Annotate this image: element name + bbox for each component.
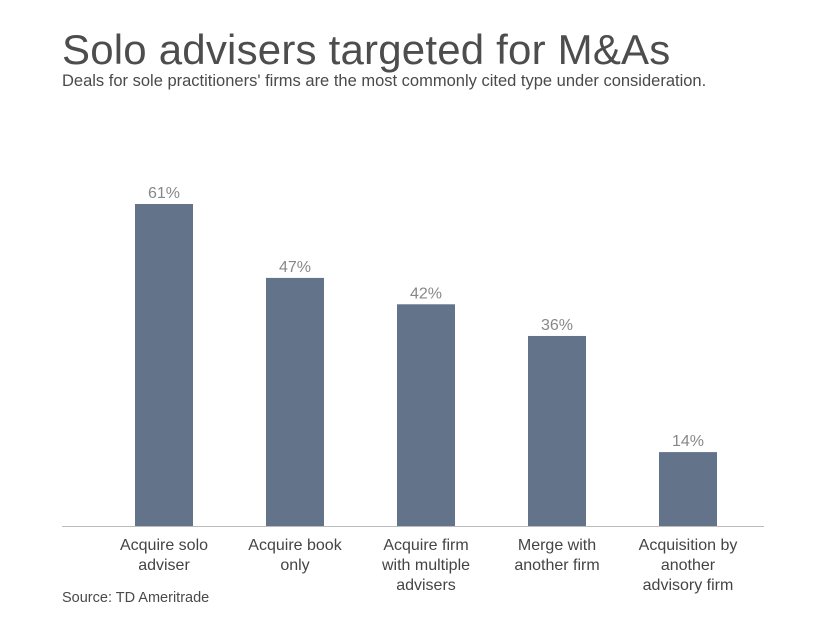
category-label-4: Merge with another firm [514, 537, 599, 574]
bar-3 [397, 304, 455, 526]
source-note: Source: TD Ameritrade [62, 590, 210, 606]
category-label-3: Acquire firm with multiple advisers [381, 537, 470, 594]
bar-1 [135, 204, 193, 526]
category-label-2: Acquire book only [248, 537, 342, 574]
category-label-5: Acquisition by another advisory firm [639, 537, 738, 594]
chart-title: Solo advisers targeted for M&As [62, 26, 671, 73]
bar-4 [528, 335, 586, 526]
chart-subtitle: Deals for sole practitioners' firms are … [62, 72, 707, 90]
data-label-5: 14% [672, 433, 704, 450]
data-label-4: 36% [541, 317, 573, 334]
data-label-3: 42% [410, 285, 442, 302]
category-label-1: Acquire solo adviser [120, 537, 208, 574]
bar-5 [659, 452, 717, 526]
data-label-1: 61% [148, 185, 180, 202]
data-label-2: 47% [279, 259, 311, 276]
bar-2 [266, 277, 324, 526]
